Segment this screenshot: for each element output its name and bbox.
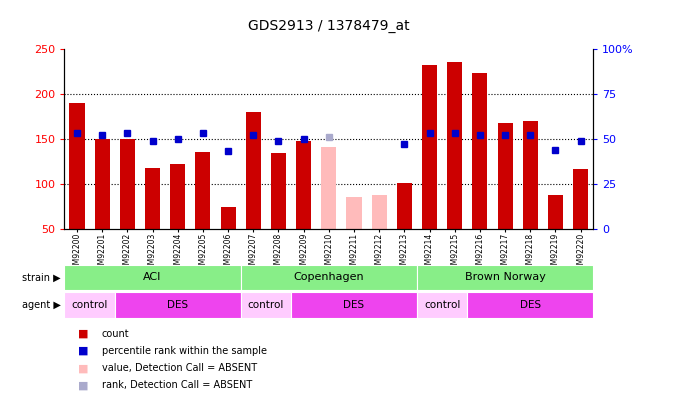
Bar — [145, 168, 160, 229]
Bar — [498, 124, 513, 229]
Bar — [397, 183, 412, 229]
Bar — [170, 164, 185, 229]
Text: percentile rank within the sample: percentile rank within the sample — [102, 346, 266, 356]
Bar — [417, 292, 467, 318]
Bar — [120, 139, 135, 229]
Text: ■: ■ — [78, 329, 88, 339]
Text: strain ▶: strain ▶ — [22, 273, 61, 282]
Bar — [69, 103, 85, 229]
Bar — [271, 153, 286, 229]
Bar — [291, 292, 417, 318]
Text: Brown Norway: Brown Norway — [464, 273, 546, 282]
Text: Copenhagen: Copenhagen — [294, 273, 364, 282]
Text: DES: DES — [167, 300, 188, 310]
Bar — [64, 292, 115, 318]
Bar — [372, 196, 386, 229]
Text: control: control — [424, 300, 460, 310]
Bar — [241, 292, 291, 318]
Text: ■: ■ — [78, 363, 88, 373]
Bar — [64, 265, 241, 290]
Text: GDS2913 / 1378479_at: GDS2913 / 1378479_at — [248, 19, 410, 33]
Bar — [473, 73, 487, 229]
Bar — [195, 152, 210, 229]
Bar — [467, 292, 593, 318]
Bar — [95, 139, 110, 229]
Bar — [417, 265, 593, 290]
Bar — [241, 265, 417, 290]
Text: DES: DES — [344, 300, 365, 310]
Bar — [573, 169, 589, 229]
Bar — [548, 194, 563, 229]
Bar — [422, 65, 437, 229]
Text: agent ▶: agent ▶ — [22, 300, 61, 310]
Text: control: control — [71, 300, 108, 310]
Bar — [346, 197, 361, 229]
Bar — [220, 207, 236, 229]
Text: control: control — [247, 300, 284, 310]
Text: count: count — [102, 329, 129, 339]
Text: ACI: ACI — [143, 273, 162, 282]
Bar — [115, 292, 241, 318]
Text: DES: DES — [520, 300, 541, 310]
Bar — [296, 141, 311, 229]
Bar — [447, 62, 462, 229]
Bar — [245, 112, 261, 229]
Text: ■: ■ — [78, 346, 88, 356]
Text: value, Detection Call = ABSENT: value, Detection Call = ABSENT — [102, 363, 257, 373]
Text: rank, Detection Call = ABSENT: rank, Detection Call = ABSENT — [102, 380, 252, 390]
Bar — [321, 147, 336, 229]
Bar — [523, 121, 538, 229]
Text: ■: ■ — [78, 380, 88, 390]
